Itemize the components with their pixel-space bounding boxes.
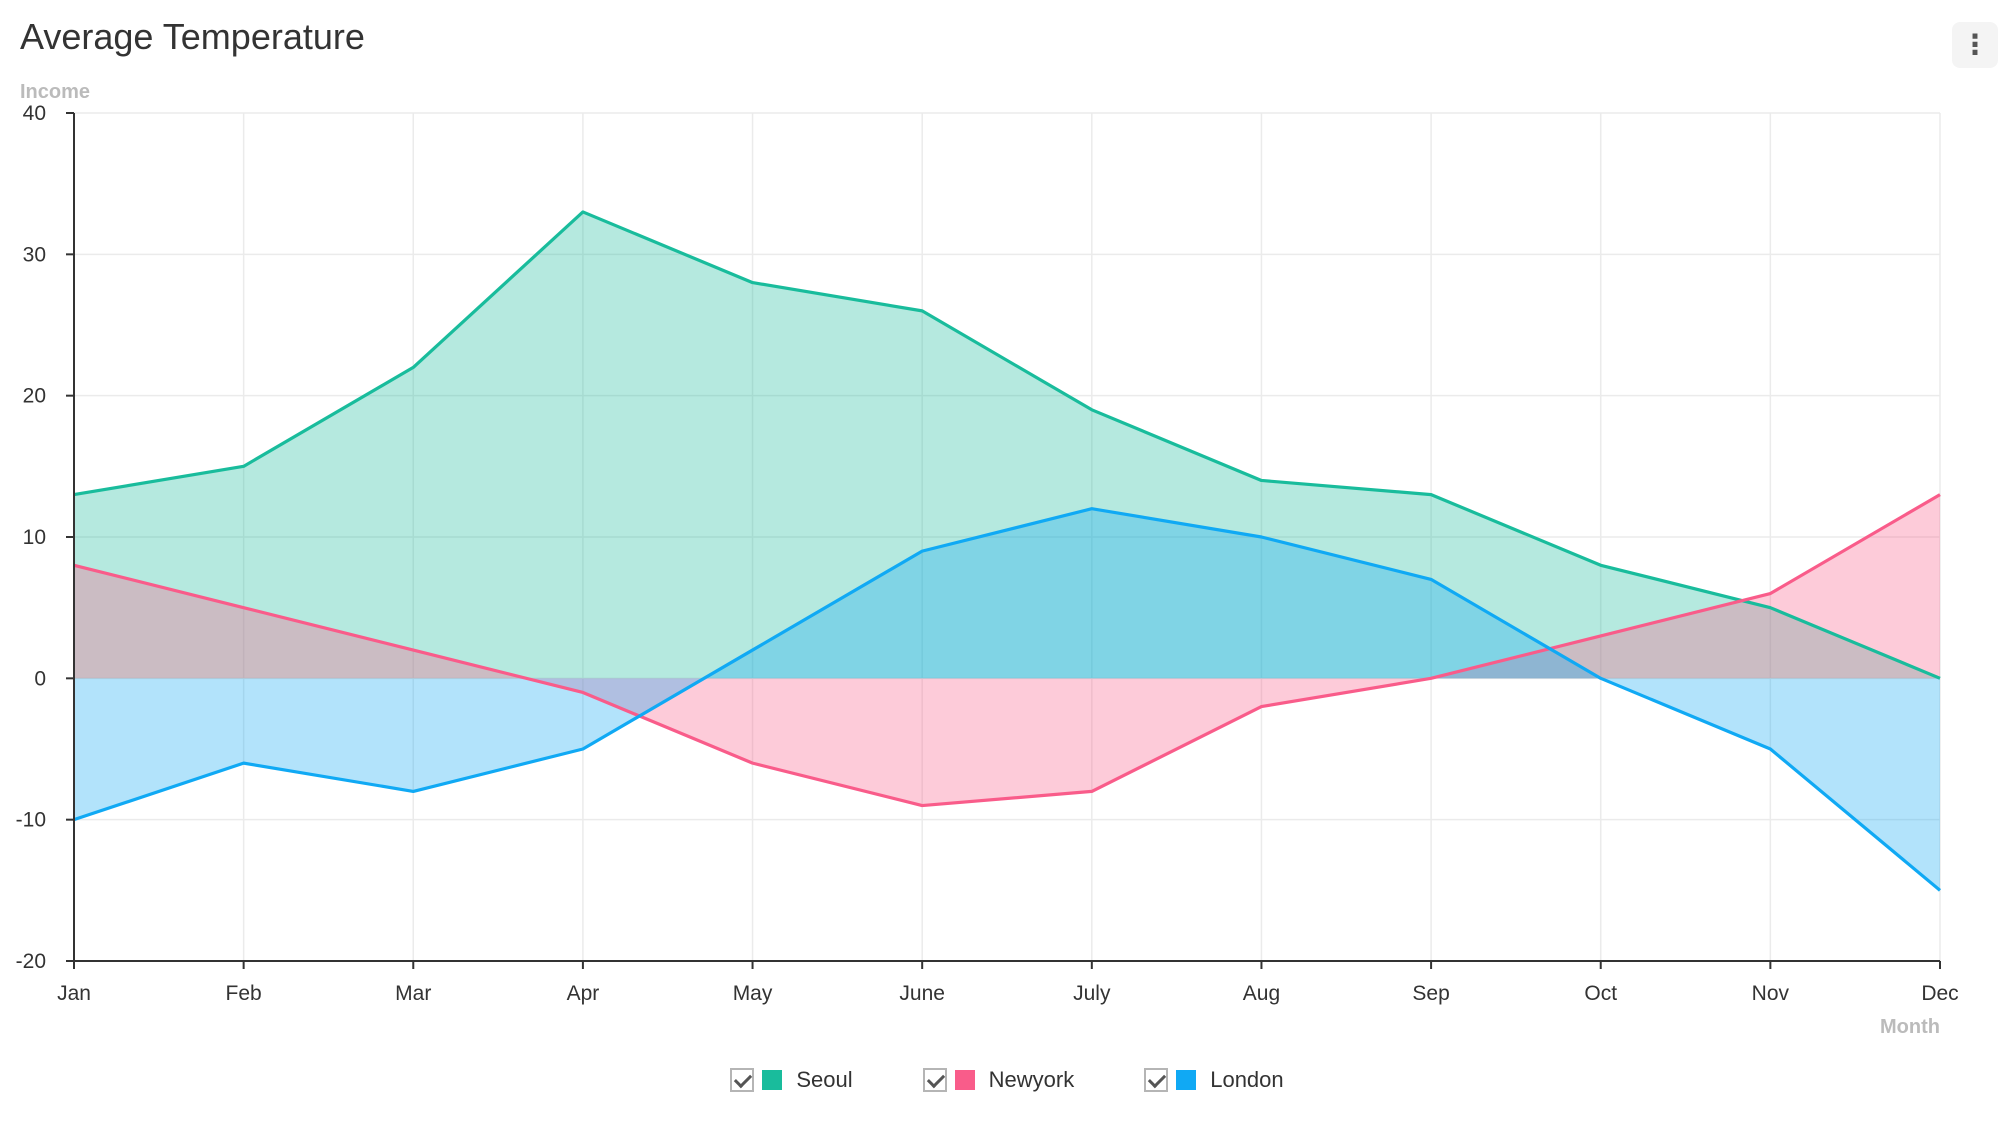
chart-title: Average Temperature bbox=[20, 16, 365, 57]
x-tick-label: June bbox=[899, 982, 945, 1005]
x-tick-label: Apr bbox=[567, 982, 600, 1005]
legend-label: London bbox=[1210, 1067, 1284, 1092]
x-axis-title: Month bbox=[1880, 1016, 1940, 1038]
x-tick-label: Feb bbox=[226, 982, 262, 1005]
x-tick-label: Sep bbox=[1412, 982, 1449, 1005]
y-tick-label: 10 bbox=[23, 526, 46, 549]
x-axis-ticks: Jan Feb Mar Apr May June July Aug Sep Oct Nov Dec bbox=[57, 961, 1959, 1005]
series-area-seoul bbox=[74, 211, 1940, 679]
y-tick-label: 40 bbox=[23, 102, 46, 125]
y-tick-label: 0 bbox=[34, 667, 46, 690]
legend-swatch bbox=[954, 1070, 975, 1090]
more-vertical-icon: ⋮ bbox=[1961, 29, 1989, 60]
legend-item-london[interactable]: London bbox=[1144, 1058, 1284, 1102]
x-tick-label: May bbox=[733, 982, 773, 1005]
series-lines bbox=[73, 210, 1942, 892]
x-tick-label: July bbox=[1073, 982, 1111, 1005]
checkbox-checked-icon[interactable] bbox=[1144, 1068, 1169, 1092]
chart-menu-button[interactable]: ⋮ bbox=[1952, 22, 1998, 68]
y-tick-label: -20 bbox=[16, 950, 46, 973]
legend-item-newyork[interactable]: Newyork bbox=[922, 1058, 1075, 1102]
series-area-newyork bbox=[74, 494, 1940, 806]
series-area-london bbox=[74, 508, 1940, 891]
series-line-seoul bbox=[73, 210, 1941, 680]
y-tick-label: -10 bbox=[16, 809, 46, 832]
series-line-newyork bbox=[73, 493, 1941, 808]
legend-swatch bbox=[1176, 1070, 1197, 1090]
series-areas bbox=[74, 211, 1940, 891]
grid-lines bbox=[73, 112, 1941, 962]
y-axis-ticks: 40 30 20 10 0 -10 -20 bbox=[16, 102, 74, 973]
checkbox-checked-icon[interactable] bbox=[922, 1068, 947, 1092]
x-tick-label: Nov bbox=[1752, 982, 1790, 1005]
y-tick-label: 20 bbox=[23, 385, 46, 408]
area-chart: 40 30 20 10 0 -10 -20 Jan Feb Mar Apr May June July A… bbox=[16, 81, 1959, 1038]
legend-swatch bbox=[762, 1070, 783, 1090]
y-tick-label: 30 bbox=[23, 243, 46, 266]
legend-label: Newyork bbox=[988, 1067, 1075, 1092]
x-tick-label: Jan bbox=[57, 982, 91, 1005]
y-axis-title: Income bbox=[20, 81, 90, 103]
checkbox-checked-icon[interactable] bbox=[730, 1068, 755, 1092]
legend-label: Seoul bbox=[796, 1067, 853, 1092]
x-tick-label: Dec bbox=[1921, 982, 1958, 1005]
series-line-london bbox=[73, 507, 1942, 892]
x-tick-label: Aug bbox=[1243, 982, 1280, 1005]
legend: Seoul Newyork London bbox=[0, 1058, 2014, 1102]
x-tick-label: Mar bbox=[395, 982, 431, 1005]
x-tick-label: Oct bbox=[1584, 982, 1617, 1005]
legend-item-seoul[interactable]: Seoul bbox=[730, 1058, 853, 1102]
